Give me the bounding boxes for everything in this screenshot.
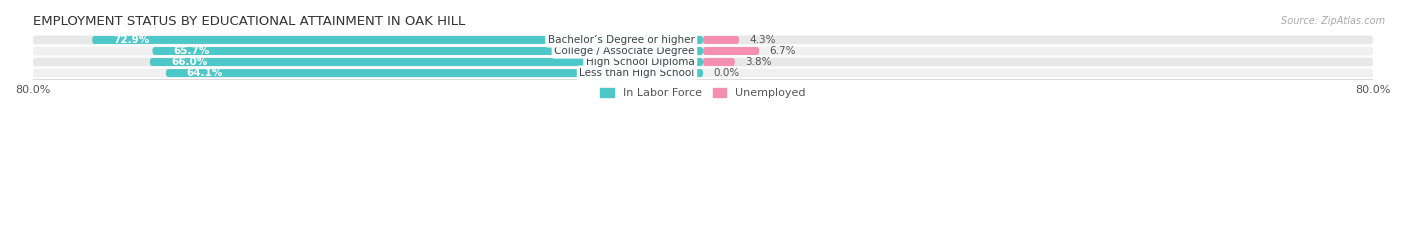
FancyBboxPatch shape: [152, 47, 703, 55]
FancyBboxPatch shape: [703, 36, 740, 44]
FancyBboxPatch shape: [32, 47, 1374, 55]
FancyBboxPatch shape: [703, 58, 735, 66]
FancyBboxPatch shape: [32, 36, 1374, 44]
Text: 3.8%: 3.8%: [745, 57, 772, 67]
Text: Bachelor’s Degree or higher: Bachelor’s Degree or higher: [548, 35, 695, 45]
Text: 72.9%: 72.9%: [112, 35, 149, 45]
Text: EMPLOYMENT STATUS BY EDUCATIONAL ATTAINMENT IN OAK HILL: EMPLOYMENT STATUS BY EDUCATIONAL ATTAINM…: [32, 15, 465, 28]
Text: 4.3%: 4.3%: [749, 35, 776, 45]
FancyBboxPatch shape: [93, 36, 703, 44]
Text: 0.0%: 0.0%: [713, 68, 740, 78]
Legend: In Labor Force, Unemployed: In Labor Force, Unemployed: [596, 84, 810, 103]
FancyBboxPatch shape: [150, 58, 703, 66]
Text: 6.7%: 6.7%: [769, 46, 796, 56]
FancyBboxPatch shape: [166, 69, 703, 77]
FancyBboxPatch shape: [32, 69, 1374, 78]
Text: High School Diploma: High School Diploma: [586, 57, 695, 67]
FancyBboxPatch shape: [32, 58, 1374, 66]
Text: College / Associate Degree: College / Associate Degree: [554, 46, 695, 56]
Text: Source: ZipAtlas.com: Source: ZipAtlas.com: [1281, 16, 1385, 26]
Text: 66.0%: 66.0%: [172, 57, 207, 67]
Text: 64.1%: 64.1%: [187, 68, 224, 78]
Text: Less than High School: Less than High School: [579, 68, 695, 78]
FancyBboxPatch shape: [703, 47, 759, 55]
Text: 65.7%: 65.7%: [173, 46, 209, 56]
